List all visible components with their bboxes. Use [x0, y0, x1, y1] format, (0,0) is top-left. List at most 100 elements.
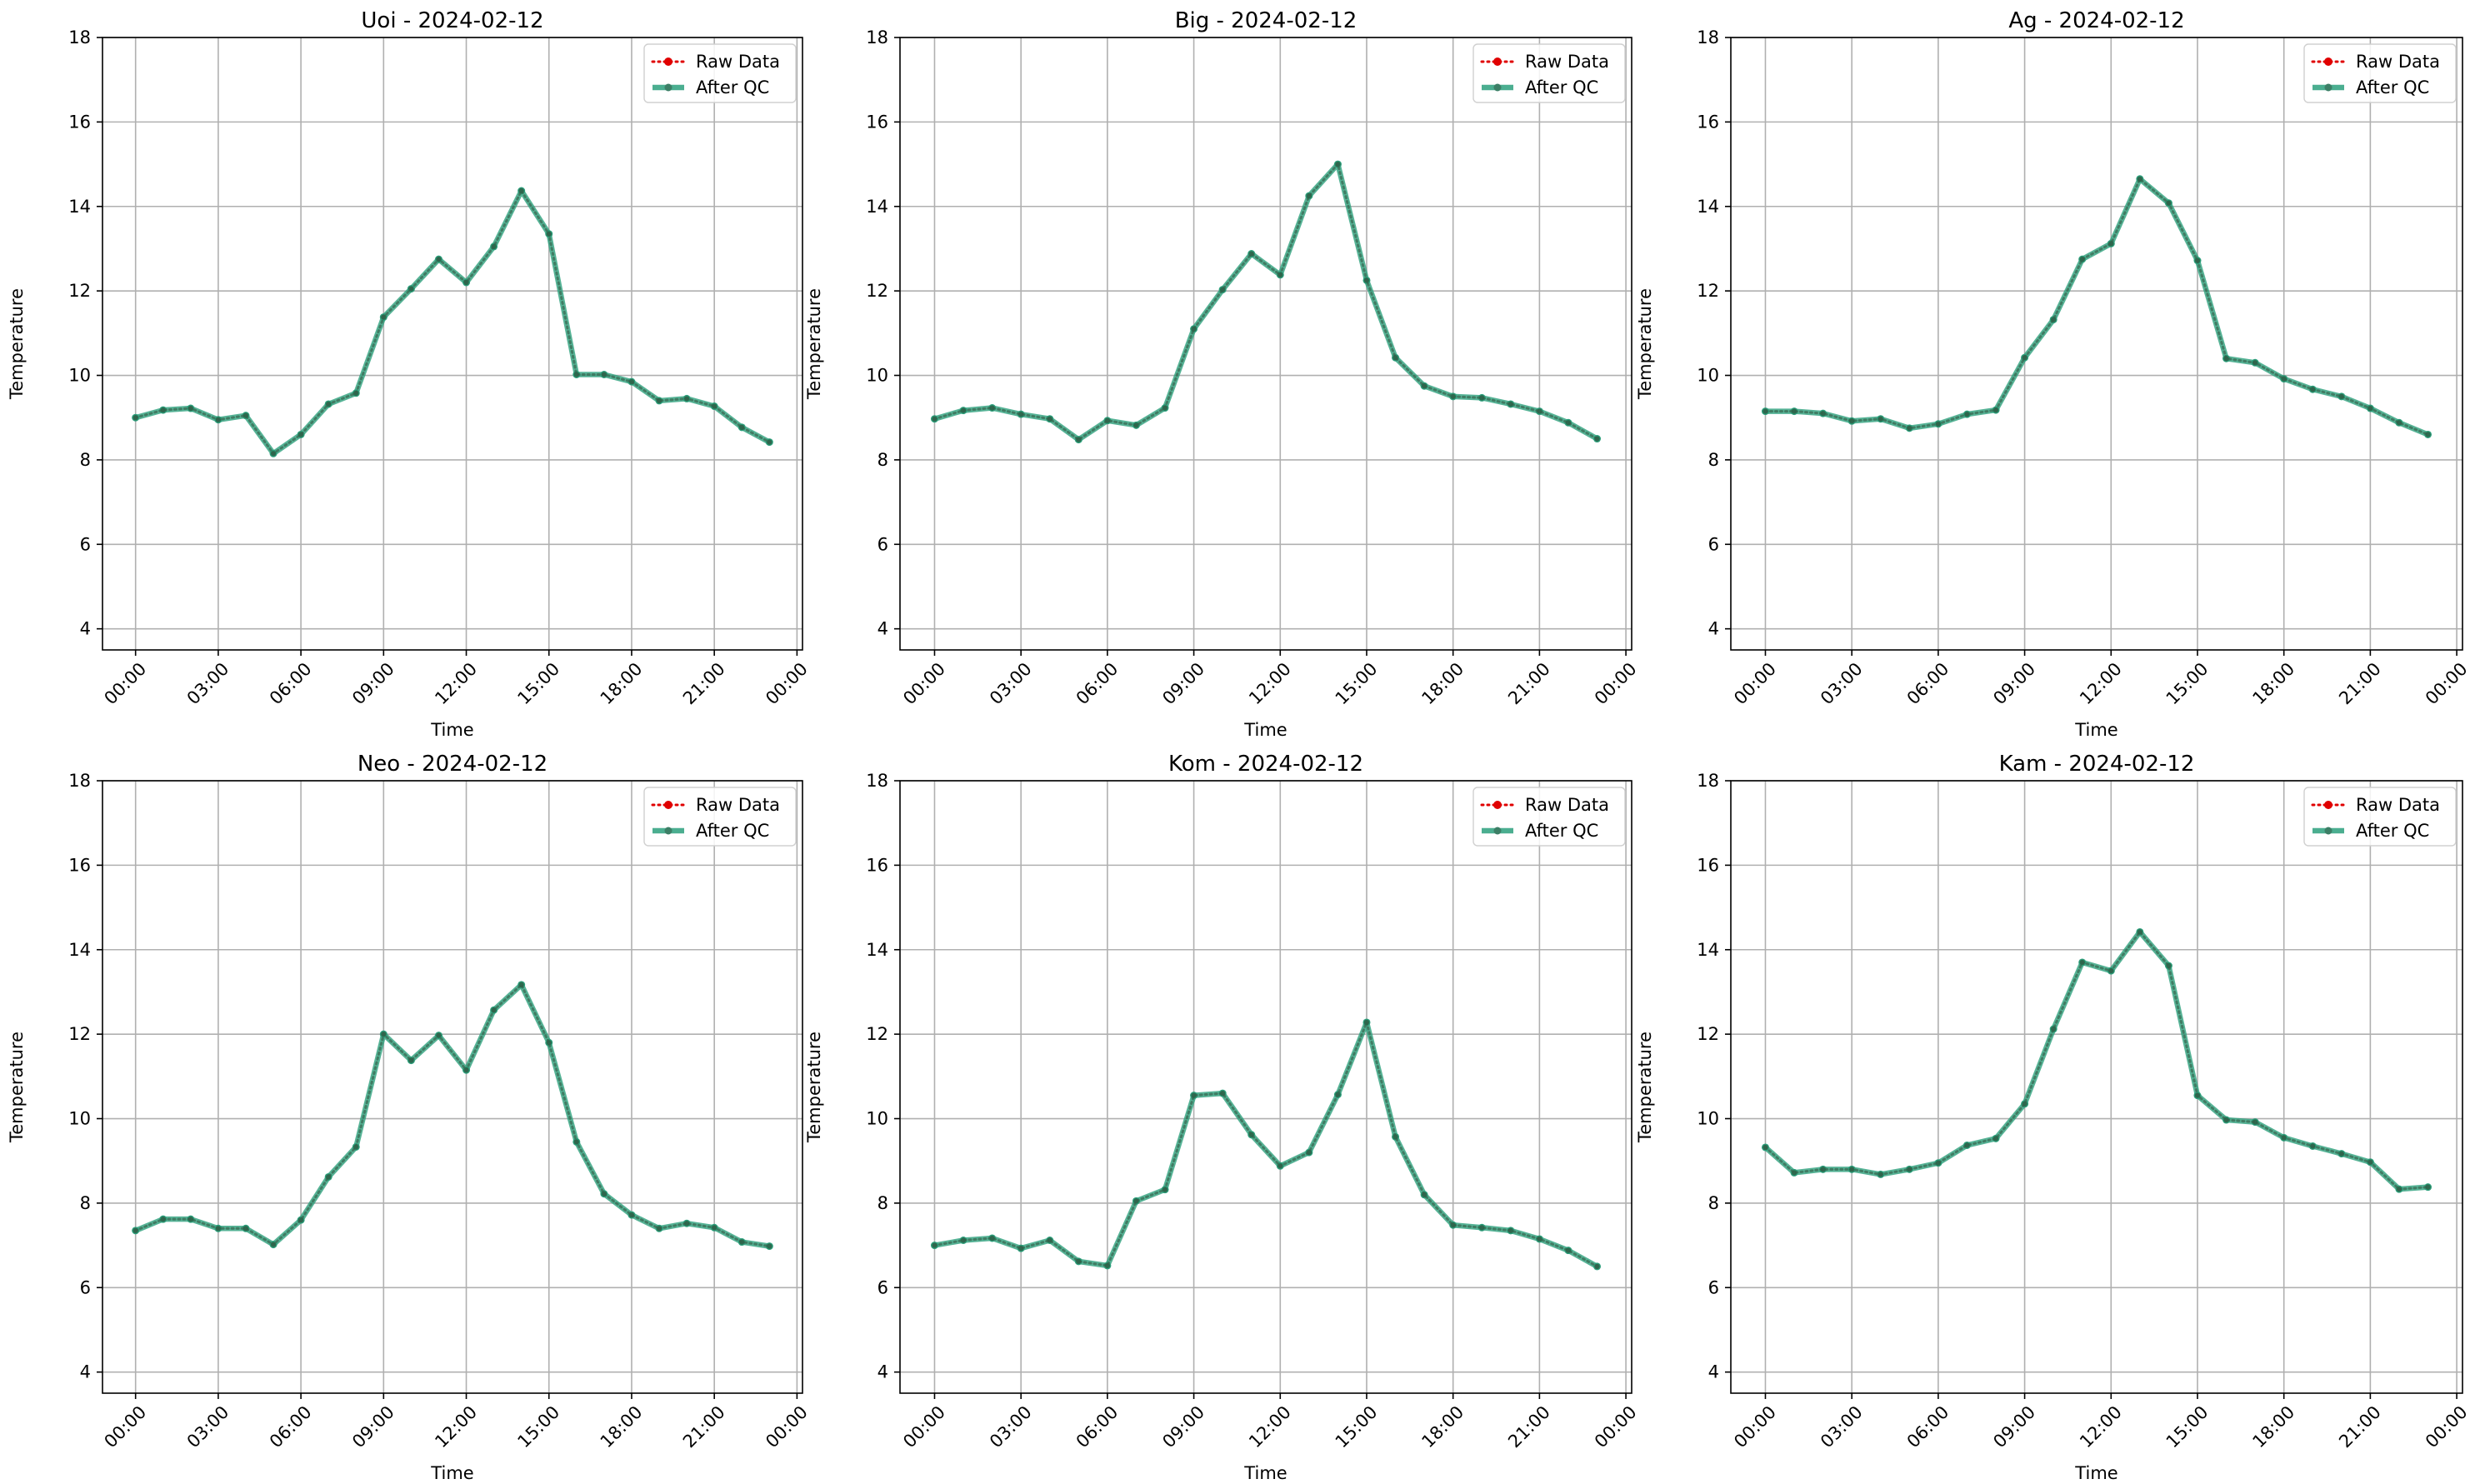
data-point-raw-data	[1935, 421, 1942, 427]
x-tick-label: 09:00	[348, 659, 398, 709]
data-point-raw-data	[960, 407, 967, 413]
data-point-raw-data	[1248, 1132, 1254, 1137]
legend-marker-after-qc	[2324, 83, 2332, 92]
legend-label-raw-data: Raw Data	[1525, 795, 1609, 815]
x-tick-label: 12:00	[431, 659, 481, 709]
x-tick-label: 18:00	[2248, 659, 2298, 709]
legend-label-raw-data: Raw Data	[696, 52, 780, 72]
x-tick-label: 18:00	[597, 1402, 647, 1452]
series-line-after-qc	[933, 161, 1599, 442]
data-point-raw-data	[270, 451, 277, 457]
y-tick-label: 8	[1708, 450, 1719, 470]
data-point-raw-data	[1306, 192, 1312, 199]
data-point-raw-data	[436, 1032, 442, 1038]
data-point-raw-data	[1219, 1090, 1226, 1097]
x-tick-label: 00:00	[2422, 659, 2472, 709]
data-point-raw-data	[1018, 1245, 1024, 1252]
x-tick-label: 09:00	[1158, 659, 1208, 709]
x-tick-label: 18:00	[1418, 1402, 1468, 1452]
legend-marker-after-qc	[664, 83, 672, 92]
y-tick-label: 4	[1708, 619, 1719, 639]
y-tick-label: 18	[866, 771, 888, 791]
data-point-raw-data	[1964, 411, 1970, 417]
y-tick-label: 14	[68, 197, 91, 217]
y-tick-label: 10	[866, 1109, 888, 1129]
series-line-raw-data	[134, 187, 771, 456]
data-point-raw-data	[2310, 1143, 2316, 1149]
y-tick-label: 16	[68, 112, 91, 132]
x-tick-label: 12:00	[431, 1402, 481, 1452]
data-point-raw-data	[2338, 1151, 2345, 1157]
x-tick-label: 06:00	[1903, 1402, 1953, 1452]
x-tick-label: 00:00	[1591, 1402, 1641, 1452]
data-point-raw-data	[325, 401, 332, 407]
y-tick-label: 8	[80, 450, 91, 470]
y-tick-label: 16	[1697, 855, 1719, 875]
legend-label-after-qc: After QC	[2356, 821, 2429, 841]
data-point-raw-data	[711, 403, 718, 409]
data-point-raw-data	[1992, 407, 1999, 413]
data-point-raw-data	[408, 1057, 414, 1063]
x-tick-label: 09:00	[348, 1402, 398, 1452]
data-point-raw-data	[546, 231, 552, 237]
y-tick-label: 4	[80, 619, 91, 639]
data-point-raw-data	[932, 1242, 938, 1248]
data-point-raw-data	[270, 1242, 277, 1247]
legend-marker-raw-data	[1493, 57, 1502, 66]
data-point-raw-data	[2425, 1184, 2431, 1190]
x-tick-label: 03:00	[986, 659, 1036, 709]
y-tick-label: 6	[80, 534, 91, 554]
x-tick-label: 00:00	[1591, 659, 1641, 709]
x-tick-label: 03:00	[1817, 1402, 1867, 1452]
data-point-raw-data	[1450, 393, 1456, 400]
data-point-raw-data	[1907, 425, 1912, 432]
data-point-raw-data	[2368, 405, 2373, 412]
x-axis-label: Time	[1243, 1463, 1287, 1483]
x-tick-label: 03:00	[1817, 659, 1867, 709]
series-line-after-qc	[134, 982, 770, 1249]
data-point-raw-data	[325, 1174, 332, 1180]
data-point-raw-data	[1479, 395, 1485, 401]
x-tick-label: 15:00	[514, 1402, 564, 1452]
y-tick-label: 10	[1697, 366, 1719, 386]
plot-frame	[1730, 37, 2463, 651]
data-point-raw-data	[215, 417, 222, 422]
y-tick-label: 6	[1708, 534, 1719, 554]
x-tick-label: 00:00	[1730, 1402, 1780, 1452]
x-tick-label: 00:00	[899, 659, 949, 709]
x-tick-label: 21:00	[2335, 1402, 2385, 1452]
data-point-raw-data	[1278, 272, 1283, 278]
data-point-raw-data	[2338, 393, 2345, 400]
data-point-raw-data	[601, 1191, 608, 1197]
y-tick-label: 12	[1697, 281, 1719, 301]
x-tick-label: 21:00	[1504, 659, 1554, 709]
data-point-raw-data	[132, 415, 138, 421]
legend-marker-raw-data	[1493, 801, 1502, 809]
y-tick-label: 6	[1708, 1277, 1719, 1297]
data-point-raw-data	[2137, 176, 2143, 182]
data-point-raw-data	[1791, 408, 1798, 414]
y-axis-label: Temperature	[1635, 288, 1655, 400]
y-tick-label: 4	[80, 1362, 91, 1382]
legend: Raw Data After QC	[643, 43, 797, 103]
data-point-raw-data	[2396, 420, 2402, 426]
y-tick-label: 6	[80, 1277, 91, 1297]
data-point-raw-data	[1191, 326, 1197, 332]
data-point-raw-data	[989, 405, 995, 411]
legend: Raw Data After QC	[643, 787, 797, 847]
data-point-raw-data	[767, 1243, 772, 1249]
y-tick-label: 10	[1697, 1109, 1719, 1129]
data-point-raw-data	[2137, 929, 2143, 935]
panel-title: Neo - 2024-02-12	[358, 752, 548, 777]
data-point-raw-data	[573, 1139, 580, 1145]
data-point-raw-data	[1508, 401, 1514, 407]
y-tick-label: 10	[68, 1109, 91, 1129]
data-point-raw-data	[2281, 376, 2287, 382]
legend-marker-raw-data	[2324, 57, 2332, 66]
chart-panel: 4 6 8 10 12 14 16 18 00:00 03:00 06:00 09:00 12:00 15…	[1635, 752, 2472, 1483]
y-tick-label: 12	[68, 281, 91, 301]
y-tick-label: 8	[878, 450, 888, 470]
y-axis-label: Temperature	[804, 1032, 824, 1143]
plot-frame	[1730, 780, 2463, 1394]
plot-frame	[102, 37, 803, 651]
